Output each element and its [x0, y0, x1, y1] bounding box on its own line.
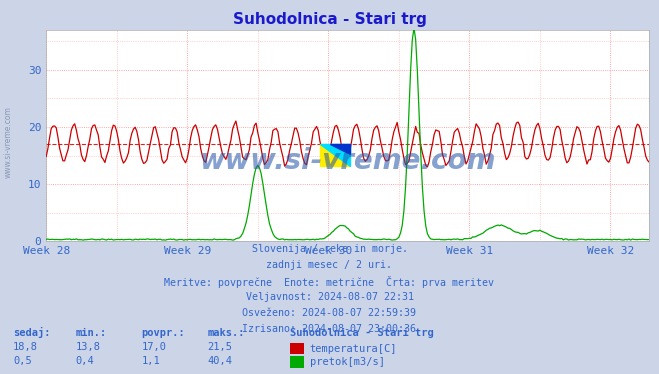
Polygon shape — [320, 144, 350, 166]
Text: Meritve: povprečne  Enote: metrične  Črta: prva meritev: Meritve: povprečne Enote: metrične Črta:… — [165, 276, 494, 288]
Text: maks.:: maks.: — [208, 328, 245, 338]
Text: temperatura[C]: temperatura[C] — [310, 344, 397, 353]
Text: Osveženo: 2024-08-07 22:59:39: Osveženo: 2024-08-07 22:59:39 — [243, 308, 416, 318]
Text: zadnji mesec / 2 uri.: zadnji mesec / 2 uri. — [266, 260, 393, 270]
Text: www.si-vreme.com: www.si-vreme.com — [200, 147, 496, 175]
Text: www.si-vreme.com: www.si-vreme.com — [3, 106, 13, 178]
Text: sedaj:: sedaj: — [13, 328, 51, 338]
Text: 0,4: 0,4 — [76, 356, 94, 366]
Polygon shape — [320, 144, 350, 166]
Text: 13,8: 13,8 — [76, 342, 101, 352]
Text: povpr.:: povpr.: — [142, 328, 185, 338]
Polygon shape — [330, 144, 350, 154]
Text: Slovenija / reke in morje.: Slovenija / reke in morje. — [252, 244, 407, 254]
Text: Veljavnost: 2024-08-07 22:31: Veljavnost: 2024-08-07 22:31 — [246, 292, 413, 302]
Text: Izrisano: 2024-08-07 23:00:36: Izrisano: 2024-08-07 23:00:36 — [243, 324, 416, 334]
Text: 0,5: 0,5 — [13, 356, 32, 366]
Text: 1,1: 1,1 — [142, 356, 160, 366]
Text: Suhodolnica - Stari trg: Suhodolnica - Stari trg — [290, 328, 434, 338]
Text: pretok[m3/s]: pretok[m3/s] — [310, 357, 385, 367]
Text: 18,8: 18,8 — [13, 342, 38, 352]
Text: min.:: min.: — [76, 328, 107, 338]
Text: 17,0: 17,0 — [142, 342, 167, 352]
Text: 40,4: 40,4 — [208, 356, 233, 366]
Text: 21,5: 21,5 — [208, 342, 233, 352]
Text: Suhodolnica - Stari trg: Suhodolnica - Stari trg — [233, 12, 426, 27]
